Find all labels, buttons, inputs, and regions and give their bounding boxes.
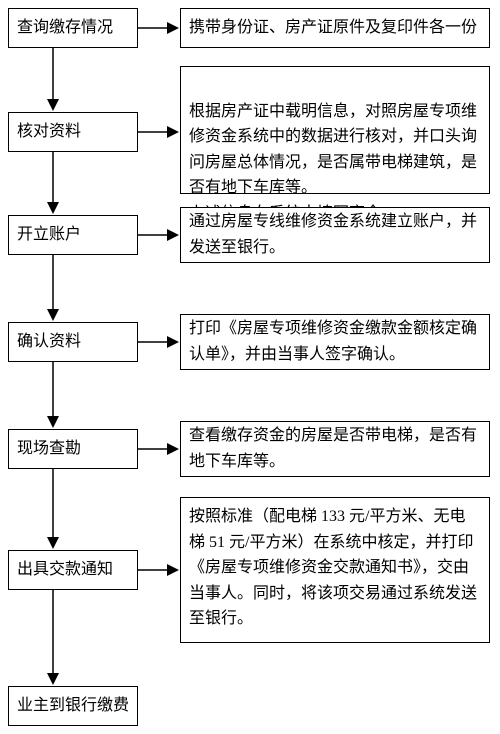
step-box: 现场查勘 (8, 429, 138, 469)
step-box: 查询缴存情况 (8, 8, 138, 48)
desc-box: 按照标准（配电梯 133 元/平方米、无电梯 51 元/平方米）在系统中核定，并… (180, 497, 490, 643)
desc-box: 打印《房屋专项维修资金缴款金额核定确认单》，并由当事人签字确认。 (180, 314, 490, 370)
desc-text: 通过房屋专线维修资金系统建立账户，并发送至银行。 (189, 209, 481, 260)
desc-box: 根据房产证中载明信息，对照房屋专项维修资金系统中的数据进行核对，并口头询问房屋总… (180, 66, 490, 194)
step-label: 业主到银行缴费 (17, 693, 129, 719)
step-box: 业主到银行缴费 (8, 686, 138, 726)
desc-text: 携带身份证、房产证原件及复印件各一份 (189, 15, 477, 41)
desc-box: 查看缴存资金的房屋是否带电梯，是否有地下车库等。 (180, 421, 490, 477)
step-label: 开立账户 (17, 222, 81, 248)
step-box: 核对资料 (8, 112, 138, 152)
step-box: 确认资料 (8, 322, 138, 362)
desc-text: 根据房产证中载明信息，对照房屋专项维修资金系统中的数据进行核对，并口头询问房屋总… (189, 103, 477, 222)
step-label: 现场查勘 (17, 436, 81, 462)
step-label: 出具交款通知 (17, 557, 113, 583)
step-box: 开立账户 (8, 215, 138, 255)
step-box: 出具交款通知 (8, 550, 138, 590)
desc-text: 按照标准（配电梯 133 元/平方米、无电梯 51 元/平方米）在系统中核定，并… (189, 508, 477, 627)
desc-box: 通过房屋专线维修资金系统建立账户，并发送至银行。 (180, 207, 490, 263)
desc-text: 打印《房屋专项维修资金缴款金额核定确认单》，并由当事人签字确认。 (189, 316, 481, 367)
step-label: 核对资料 (17, 119, 81, 145)
desc-box: 携带身份证、房产证原件及复印件各一份 (180, 8, 490, 48)
flowchart-diagram: 查询缴存情况 核对资料 开立账户 确认资料 现场查勘 出具交款通知 业主到银行缴… (8, 8, 492, 726)
desc-text: 查看缴存资金的房屋是否带电梯，是否有地下车库等。 (189, 423, 481, 474)
step-label: 查询缴存情况 (17, 15, 113, 41)
step-label: 确认资料 (17, 329, 81, 355)
